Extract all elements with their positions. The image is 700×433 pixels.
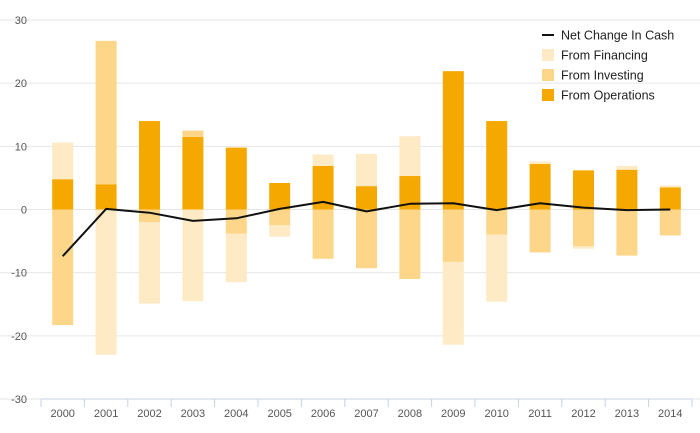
bar-from-investing-2008 — [399, 209, 421, 279]
bar-from-financing-2012 — [573, 246, 594, 249]
net-change-line — [61, 200, 671, 257]
legend-label: Net Change In Cash — [561, 29, 674, 43]
bar-from-financing-2005 — [269, 225, 291, 237]
x-tick-label: 2006 — [311, 408, 335, 420]
bar-from-investing-2001 — [95, 40, 117, 185]
y-tick-label: 30 — [15, 15, 27, 27]
y-tick-label: 20 — [15, 78, 27, 90]
x-tick-label: 2011 — [528, 408, 552, 420]
bar-from-investing-2009 — [442, 209, 464, 262]
x-tick-label: 2014 — [658, 408, 682, 420]
x-tick-label: 2009 — [441, 408, 465, 420]
bar-from-financing-2014 — [659, 185, 681, 188]
bar-from-operations-2004 — [225, 147, 247, 210]
bar-from-financing-2000 — [52, 142, 74, 180]
bar-from-operations-2009 — [442, 71, 464, 210]
x-tick-label: 2008 — [398, 408, 422, 420]
legend: Net Change In Cash From Financing From Inv… — [542, 29, 674, 103]
legend-item-from-investing[interactable]: From Investing — [542, 69, 644, 83]
bar-from-operations-2008 — [399, 176, 421, 210]
bar-from-financing-2011 — [529, 161, 551, 165]
legend-label: From Financing — [561, 49, 648, 63]
legend-item-from-financing[interactable]: From Financing — [542, 49, 648, 63]
bar-from-investing-2013 — [616, 209, 638, 256]
x-tick-label: 2012 — [571, 408, 595, 420]
bar-from-financing-2001 — [95, 209, 117, 355]
bar-from-investing-2007 — [356, 209, 377, 269]
bar-from-investing-2012 — [573, 209, 594, 247]
x-tick-label: 2004 — [224, 408, 248, 420]
x-tick-label: 2003 — [181, 408, 205, 420]
bar-from-financing-2010 — [486, 234, 508, 302]
bar-from-investing-2004 — [225, 209, 247, 234]
bar-from-financing-2002 — [139, 222, 160, 304]
bar-from-investing-2000 — [52, 209, 74, 326]
x-tick-label: 2005 — [267, 408, 291, 420]
bar-from-operations-2013 — [616, 169, 638, 210]
bar-from-financing-2006 — [312, 154, 334, 166]
bar-from-operations-2002 — [139, 121, 160, 210]
x-tick-label: 2002 — [137, 408, 161, 420]
y-tick-label: 10 — [15, 141, 27, 153]
legend-label: From Operations — [561, 89, 655, 103]
legend-swatch — [542, 89, 554, 101]
bar-from-operations-2005 — [269, 182, 291, 210]
bars — [52, 40, 681, 355]
net-change-line-group — [61, 200, 671, 257]
legend-swatch — [542, 69, 554, 81]
x-tick-label: 2001 — [94, 408, 118, 420]
x-tick-label: 2010 — [484, 408, 508, 420]
legend-item-from-operations[interactable]: From Operations — [542, 89, 655, 103]
bar-from-investing-2006 — [312, 209, 334, 259]
bar-from-financing-2008 — [399, 136, 421, 177]
bar-from-operations-2014 — [659, 187, 681, 210]
bar-from-investing-2003 — [182, 130, 204, 137]
legend-swatch — [542, 49, 554, 61]
y-tick-label: -30 — [11, 394, 27, 406]
bar-from-operations-2006 — [312, 165, 334, 210]
bar-from-operations-2010 — [486, 121, 508, 210]
bar-from-operations-2003 — [182, 136, 204, 210]
y-axis-ticks: 30 20 10 0 -10 -20 -30 — [11, 15, 27, 406]
x-tick-label: 2007 — [354, 408, 378, 420]
y-tick-label: 0 — [21, 205, 27, 217]
y-tick-label: -10 — [11, 268, 27, 280]
bar-from-investing-2011 — [529, 209, 551, 253]
bar-from-investing-2005 — [269, 209, 291, 226]
bar-from-operations-2007 — [356, 186, 377, 210]
y-tick-label: -20 — [11, 331, 27, 343]
bar-from-investing-2010 — [486, 209, 508, 235]
bar-from-financing-2009 — [442, 261, 464, 345]
bar-from-operations-2011 — [529, 164, 551, 210]
x-axis: 2000 2001 2002 2003 2004 2005 2006 2007 2008 2009… — [40, 398, 693, 420]
bar-from-operations-2001 — [95, 184, 117, 210]
bar-from-investing-2014 — [659, 209, 681, 236]
bar-from-financing-2013 — [616, 165, 638, 170]
bar-from-operations-2000 — [52, 179, 74, 210]
bar-from-operations-2012 — [573, 170, 594, 210]
x-tick-label: 2013 — [615, 408, 639, 420]
x-tick-label: 2000 — [50, 408, 74, 420]
bar-from-financing-2003 — [182, 209, 204, 302]
bar-from-financing-2007 — [356, 153, 377, 187]
legend-item-net-change-in-cash[interactable]: Net Change In Cash — [542, 29, 674, 43]
legend-label: From Investing — [561, 69, 644, 83]
bar-from-financing-2004 — [225, 233, 247, 283]
